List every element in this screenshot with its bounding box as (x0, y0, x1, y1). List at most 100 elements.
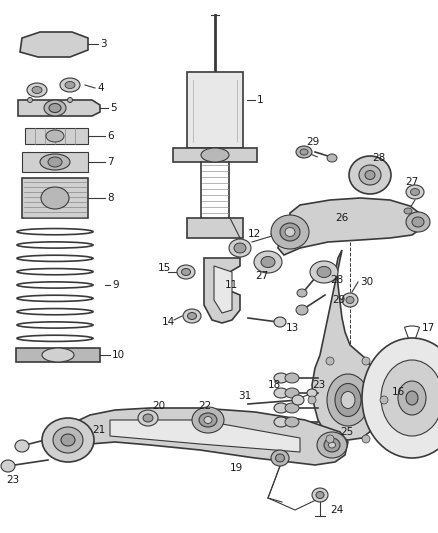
Ellipse shape (308, 396, 316, 404)
Text: 12: 12 (248, 229, 261, 239)
Text: 8: 8 (107, 193, 113, 203)
Ellipse shape (271, 450, 289, 466)
Ellipse shape (204, 416, 212, 424)
Polygon shape (16, 348, 100, 362)
Polygon shape (22, 152, 88, 172)
Text: 30: 30 (360, 277, 373, 287)
Ellipse shape (60, 78, 80, 92)
Text: 29: 29 (306, 137, 319, 147)
Ellipse shape (307, 389, 317, 397)
Polygon shape (173, 148, 257, 162)
Ellipse shape (312, 488, 328, 502)
Text: 28: 28 (330, 275, 343, 285)
Ellipse shape (276, 454, 285, 462)
Ellipse shape (40, 154, 70, 170)
Ellipse shape (271, 230, 281, 238)
Ellipse shape (296, 146, 312, 158)
Ellipse shape (15, 440, 29, 452)
Ellipse shape (412, 217, 424, 227)
Text: 25: 25 (340, 427, 353, 437)
Ellipse shape (406, 185, 424, 199)
Polygon shape (110, 420, 300, 452)
Ellipse shape (138, 410, 158, 426)
Ellipse shape (285, 388, 299, 398)
Ellipse shape (234, 243, 246, 253)
Text: 18: 18 (268, 380, 281, 390)
Ellipse shape (187, 312, 197, 319)
Ellipse shape (342, 293, 358, 307)
Text: 15: 15 (158, 263, 171, 273)
Ellipse shape (285, 228, 295, 237)
Ellipse shape (1, 460, 15, 472)
Text: 26: 26 (335, 213, 348, 223)
Ellipse shape (271, 215, 309, 249)
Ellipse shape (201, 148, 229, 162)
Ellipse shape (380, 396, 388, 404)
Ellipse shape (292, 395, 304, 405)
Polygon shape (187, 72, 243, 148)
Ellipse shape (49, 103, 61, 112)
Ellipse shape (177, 265, 195, 279)
Text: 21: 21 (92, 425, 105, 435)
Text: 23: 23 (6, 475, 19, 485)
Ellipse shape (362, 435, 370, 443)
Ellipse shape (317, 432, 347, 458)
Ellipse shape (192, 407, 224, 433)
Wedge shape (404, 326, 420, 348)
Polygon shape (20, 32, 88, 57)
Ellipse shape (274, 417, 288, 427)
Ellipse shape (316, 491, 324, 498)
Polygon shape (55, 408, 348, 465)
Ellipse shape (285, 373, 299, 383)
Text: 20: 20 (152, 401, 165, 411)
Ellipse shape (32, 86, 42, 93)
Ellipse shape (285, 417, 299, 427)
Ellipse shape (229, 239, 251, 257)
Ellipse shape (341, 392, 355, 408)
Ellipse shape (346, 296, 354, 303)
Ellipse shape (61, 434, 75, 446)
Ellipse shape (326, 435, 334, 443)
Text: 28: 28 (372, 153, 385, 163)
Polygon shape (187, 218, 243, 238)
Text: 3: 3 (100, 39, 106, 49)
Text: 24: 24 (330, 505, 343, 515)
Polygon shape (278, 198, 422, 255)
Ellipse shape (27, 83, 47, 97)
Ellipse shape (199, 413, 217, 427)
Ellipse shape (326, 357, 334, 365)
Ellipse shape (42, 348, 74, 362)
Ellipse shape (254, 251, 282, 273)
Text: 22: 22 (198, 401, 211, 411)
Polygon shape (214, 266, 232, 313)
Text: 6: 6 (107, 131, 113, 141)
Text: 7: 7 (107, 157, 113, 167)
Text: 14: 14 (162, 317, 175, 327)
Text: 17: 17 (422, 323, 435, 333)
Ellipse shape (324, 438, 340, 452)
Ellipse shape (67, 98, 73, 102)
Ellipse shape (53, 427, 83, 453)
Ellipse shape (143, 414, 153, 422)
Text: 19: 19 (230, 463, 243, 473)
Text: 10: 10 (112, 350, 125, 360)
Ellipse shape (362, 338, 438, 458)
Ellipse shape (297, 289, 307, 297)
Ellipse shape (28, 98, 32, 102)
Polygon shape (204, 258, 240, 323)
Ellipse shape (261, 256, 275, 268)
Ellipse shape (274, 317, 286, 327)
Polygon shape (22, 178, 88, 218)
Ellipse shape (274, 388, 288, 398)
Ellipse shape (410, 189, 420, 196)
Ellipse shape (183, 309, 201, 323)
Ellipse shape (328, 442, 336, 448)
Ellipse shape (327, 374, 369, 426)
Ellipse shape (365, 171, 375, 180)
Ellipse shape (362, 357, 370, 365)
Ellipse shape (274, 403, 288, 413)
Text: 4: 4 (97, 83, 104, 93)
Text: 27: 27 (255, 271, 268, 281)
Text: 29: 29 (332, 295, 345, 305)
Ellipse shape (285, 403, 299, 413)
